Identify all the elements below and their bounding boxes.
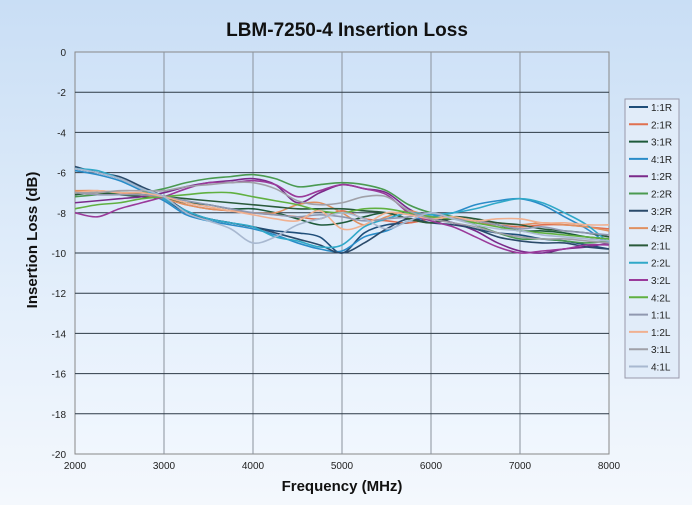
y-tick-label: -16 — [52, 370, 67, 381]
y-ticks: 0 -2 -4 -6 -8 -10 -12 -14 -16 -18 -20 — [52, 48, 67, 461]
y-tick-label: -4 — [57, 128, 66, 139]
legend-label: 2:2L — [651, 259, 671, 270]
legend: 1:1R 2:1R 3:1R 4:1R 1:2R 2:2R 3:2R 4:2R 2:1L 2:2L… — [624, 98, 680, 379]
legend-label: 1:2R — [651, 172, 672, 183]
x-axis-title: Frequency (MHz) — [282, 478, 403, 495]
y-tick-label: -14 — [52, 329, 67, 340]
x-ticks: 2000 3000 4000 5000 6000 7000 8000 — [64, 461, 621, 472]
x-tick-label: 8000 — [598, 461, 621, 472]
y-tick-label: -18 — [52, 410, 67, 421]
legend-label: 3:1L — [651, 345, 671, 356]
y-tick-label: -12 — [52, 289, 67, 300]
legend-label: 1:1R — [651, 103, 672, 114]
x-tick-label: 3000 — [153, 461, 176, 472]
legend-label: 1:1L — [651, 311, 671, 322]
y-tick-label: -10 — [52, 249, 67, 260]
legend-label: 2:2R — [651, 190, 672, 201]
x-tick-label: 6000 — [420, 461, 443, 472]
legend-label: 2:1L — [651, 241, 671, 252]
y-tick-label: -6 — [57, 169, 66, 180]
x-tick-label: 7000 — [509, 461, 532, 472]
legend-label: 4:2R — [651, 224, 672, 235]
series-line-2-2l — [74, 167, 610, 249]
y-axis-title: Insertion Loss (dB) — [24, 172, 41, 309]
legend-label: 4:1R — [651, 155, 672, 166]
y-tick-label: -8 — [57, 209, 66, 220]
x-tick-label: 4000 — [242, 461, 265, 472]
legend-label: 2:1R — [651, 120, 672, 131]
legend-label: 1:2L — [651, 328, 671, 339]
legend-box — [624, 98, 680, 379]
series-lines — [74, 165, 610, 254]
x-tick-label: 2000 — [64, 461, 87, 472]
series-line-2-2r — [74, 173, 610, 244]
x-tick-label: 5000 — [331, 461, 354, 472]
y-tick-label: -2 — [57, 88, 66, 99]
y-tick-label: -20 — [52, 450, 67, 461]
y-tick-label: 0 — [60, 48, 66, 59]
legend-label: 3:1R — [651, 138, 672, 149]
legend-label: 3:2L — [651, 276, 671, 287]
series-line-3-1l — [74, 181, 610, 244]
legend-label: 3:2R — [651, 207, 672, 218]
legend-label: 4:2L — [651, 293, 671, 304]
legend-label: 4:1L — [651, 363, 671, 374]
chart-title: LBM-7250-4 Insertion Loss — [226, 20, 468, 41]
series-line-4-1l — [74, 167, 610, 244]
